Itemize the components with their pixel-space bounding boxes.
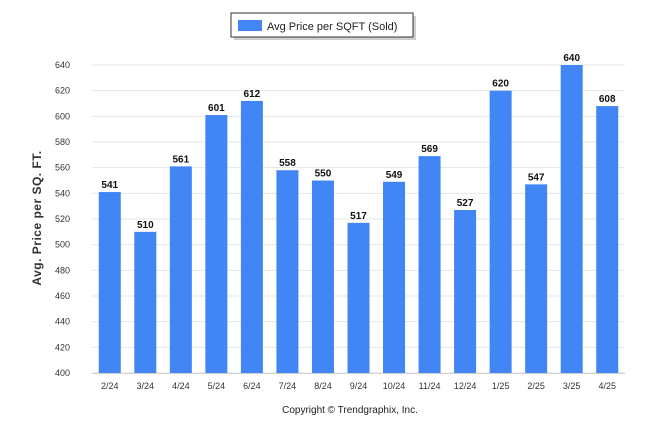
x-tick-label: 4/25 [598,381,616,391]
x-tick-label: 9/24 [350,381,368,391]
x-tick-label: 8/24 [314,381,332,391]
y-tick-label: 560 [55,163,70,173]
bar [347,222,370,373]
x-tick-label: 3/25 [563,381,581,391]
x-tick-label: 5/24 [208,381,226,391]
bar-value-label: 569 [421,144,438,155]
bar [525,184,548,373]
y-tick-label: 640 [55,60,70,70]
bars [98,65,619,374]
x-tick-label: 11/24 [419,381,441,391]
bar-value-label: 517 [350,211,367,222]
x-tick-label: 2/25 [527,381,545,391]
y-axis-ticks: 400 420 440 460 480 500 520 540 560 580 600 620 640 [55,60,70,378]
bar-value-label: 620 [492,79,509,90]
bar [134,231,157,373]
y-tick-label: 420 [55,342,70,352]
y-tick-label: 440 [55,317,70,327]
y-tick-label: 600 [55,111,70,121]
bar-value-label: 640 [563,53,580,64]
bar [418,156,441,373]
x-tick-label: 3/24 [137,381,155,391]
x-tick-label: 7/24 [279,381,297,391]
bar [454,210,477,373]
bar [276,170,299,373]
y-tick-label: 580 [55,137,70,147]
x-tick-label: 6/24 [243,381,261,391]
legend-label: Avg Price per SQFT (Sold) [267,21,397,33]
bar-value-label: 558 [279,158,296,169]
bar [98,192,121,373]
bar [205,115,228,374]
bar-value-label: 510 [137,220,154,231]
y-tick-label: 540 [55,188,70,198]
bar [560,65,583,373]
bar [489,90,512,374]
bar-value-label: 527 [457,198,474,209]
bar-value-label: 549 [386,170,403,181]
x-tick-label: 12/24 [454,381,477,391]
bar [169,166,192,373]
x-tick-label: 1/25 [492,381,510,391]
y-tick-label: 460 [55,291,70,301]
bar-value-label: 561 [172,154,189,165]
y-axis-title: Avg. Price per SQ. FT. [30,150,44,285]
copyright-text: Copyright © Trendgraphix, Inc. [282,405,418,416]
bar-value-label: 601 [208,103,225,114]
bar-value-label: 547 [528,172,545,183]
y-tick-label: 520 [55,214,70,224]
legend: Avg Price per SQFT (Sold) [230,12,416,40]
bar-value-label: 550 [315,169,332,180]
bar [240,100,263,373]
x-tick-label: 2/24 [101,381,119,391]
bar [311,180,334,373]
x-tick-label: 10/24 [383,381,406,391]
bar-value-label: 608 [599,94,616,105]
bar-value-label: 612 [244,89,261,100]
bar-value-label: 541 [101,180,118,191]
y-tick-label: 620 [55,86,70,96]
y-tick-label: 500 [55,240,70,250]
y-tick-label: 480 [55,265,70,275]
y-tick-label: 400 [55,368,70,378]
x-axis-ticks: 2/24 3/24 4/24 5/24 6/24 7/24 8/24 9/24 10/24 11/… [101,381,616,391]
legend-swatch [238,20,262,31]
bar [383,181,406,373]
value-labels: 541 510 561 601 612 558 550 517 549 569 527 620 547 6… [101,53,616,231]
bar [596,106,619,374]
x-tick-label: 4/24 [172,381,190,391]
